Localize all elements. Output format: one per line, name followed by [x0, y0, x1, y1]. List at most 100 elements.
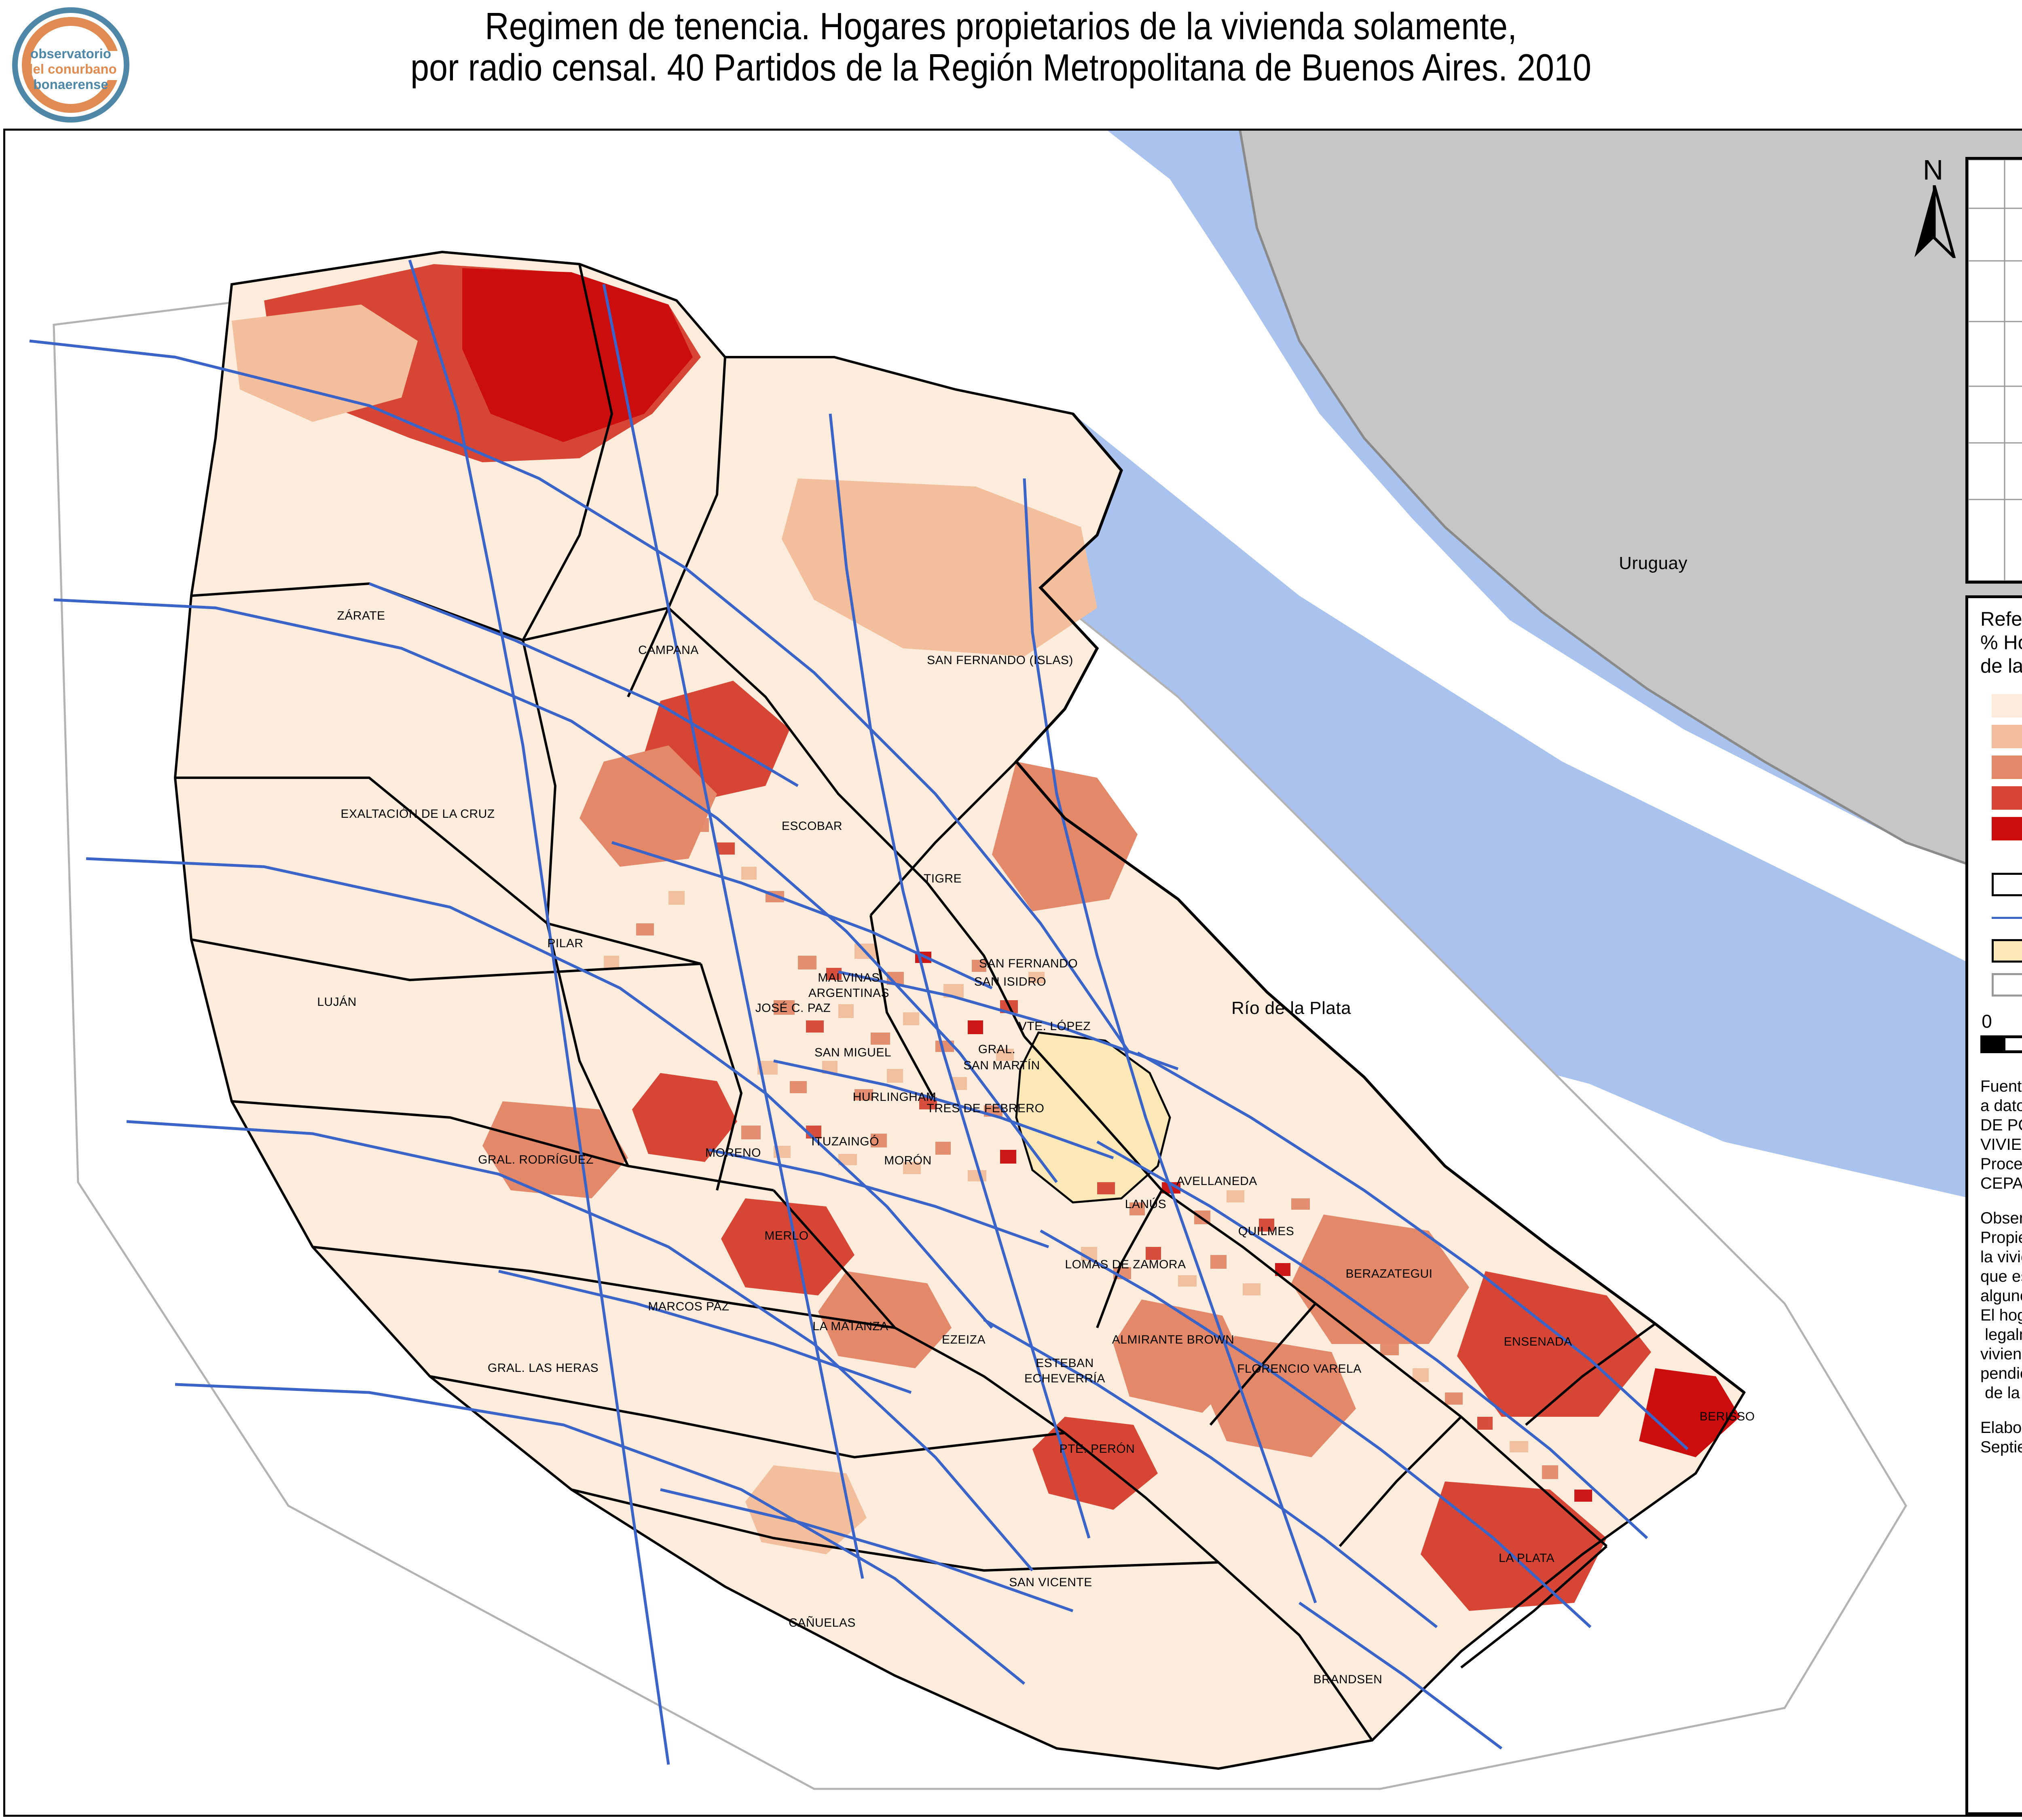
map-label-escobar: ESCOBAR: [781, 819, 843, 833]
ungs-line-2: de General Sarmiento: [1925, 44, 2022, 78]
map-label-ituzaingo: ITUZAINGÓ: [811, 1135, 879, 1148]
map-label-almirante-brown: ALMIRANTE BROWN: [1112, 1333, 1235, 1346]
zone-gralrodriguez-mid: [482, 1101, 628, 1198]
inset-geometry: [1968, 160, 2022, 581]
map-label-ezeiza: EZEIZA: [941, 1333, 986, 1346]
map-label-quilmes: QUILMES: [1238, 1225, 1294, 1238]
map-label-san-fernando-islas: SAN FERNANDO (ISLAS): [927, 654, 1073, 667]
page-header: observatorio del conurbano bonaerense Re…: [0, 0, 2022, 129]
legend-panel[interactable]: Referencias % Hogares propietarios de la…: [1965, 595, 2022, 1815]
choropleth-map[interactable]: [5, 131, 2022, 1815]
uruguay-landmass: [1239, 131, 2022, 885]
map-label-ensenada: ENSENADA: [1504, 1335, 1572, 1348]
ungs-line-3: Instituto del Conurbano: [1925, 78, 2022, 112]
map-label-vte-lopez: VTE. LÓPEZ: [1018, 1020, 1091, 1033]
author-note: Elaborado por: Walter Bustos Septiembre …: [1980, 1419, 2022, 1456]
map-label-zarate: ZÁRATE: [337, 609, 385, 622]
map-label-hurlingham: HURLINGHAM: [852, 1090, 937, 1104]
observatorio-logo: observatorio del conurbano bonaerense: [12, 7, 129, 123]
zone-lamatanza-band: [818, 1271, 952, 1368]
legend-subtitle-line-2: de la vivienda solamente: [1980, 655, 2022, 677]
map-label-san-miguel: SAN MIGUEL: [814, 1046, 892, 1059]
legend-box-partidos: [1992, 873, 2022, 897]
legend-swatch-0: [1992, 694, 2022, 718]
map-label-marcos-paz: MARCOS PAZ: [648, 1300, 730, 1313]
map-label-san-vicente: SAN VICENTE: [1009, 1576, 1092, 1589]
map-label-tres-de-febrero: TRES DE FEBRERO: [926, 1102, 1045, 1115]
north-arrow-label: N: [1923, 154, 1944, 186]
legend-box-resto-pba: [1992, 973, 2022, 997]
logo-line-1: observatorio: [30, 46, 111, 61]
legend-title: Referencias: [1980, 608, 2022, 630]
legend-subtitle-line-1: % Hogares propietarios: [1980, 631, 2022, 654]
title-line-2: por radio censal. 40 Partidos de la Regi…: [410, 46, 1592, 89]
ungs-logo: Universidad Nacional de General Sarmient…: [1882, 4, 2022, 125]
logo-line-2: del conurbano: [25, 61, 117, 76]
zone-pteperon-hot: [1032, 1417, 1158, 1510]
map-label-canuelas: CAÑUELAS: [789, 1616, 856, 1630]
map-label-gral: GRAL.: [978, 1043, 1016, 1056]
map-label-lomas-de-zamora: LOMAS DE ZAMORA: [1065, 1258, 1186, 1271]
legend-class-row[interactable]: 31 - 84: [1980, 817, 2022, 841]
map-label-avellaneda: AVELLANEDA: [1176, 1175, 1257, 1188]
legend-item-caba[interactable]: C.A.B.A: [1980, 939, 2022, 963]
map-label-lujan: LUJÁN: [317, 995, 357, 1009]
map-label-lanus: LANÚS: [1125, 1198, 1167, 1211]
zone-escobar-band: [580, 745, 717, 867]
map-label-merlo: MERLO: [764, 1229, 809, 1242]
legend-swatch-1: [1992, 725, 2022, 749]
zone-sf-islas: [782, 478, 1097, 656]
legend-class-row[interactable]: 16 - 30: [1980, 786, 2022, 810]
map-label-campana: CAMPANA: [638, 643, 699, 657]
scale-bar-graphic: [1980, 1035, 2022, 1054]
zone-campana-core: [462, 268, 693, 442]
map-label-san-fernando: SAN FERNANDO: [979, 957, 1078, 970]
zone-berisso-hot: [1639, 1368, 1740, 1457]
logo-notch: [96, 51, 121, 80]
legend-item-partidos[interactable]: 40 Partidos RMBA: [1980, 873, 2022, 897]
ungs-line-1: Universidad Nacional: [1925, 4, 2022, 44]
zone-tigre-delta: [992, 762, 1138, 911]
map-label-berazategui: BERAZATEGUI: [1345, 1267, 1433, 1280]
zone-ensenada: [1457, 1271, 1651, 1417]
legend-class-row[interactable]: 8 - 15: [1980, 756, 2022, 779]
map-label-rio-de-la-plata: Río de la Plata: [1231, 998, 1352, 1018]
map-label-moron: MORÓN: [884, 1154, 932, 1167]
zone-zarate-mid: [232, 305, 418, 422]
legend-class-row[interactable]: 4 - 7: [1980, 725, 2022, 749]
coastline: [1014, 413, 1745, 1394]
map-label-pte-peron: PTE. PERÓN: [1059, 1442, 1135, 1456]
locator-inset-map[interactable]: URUGUAY BUENOS AIRES: [1965, 157, 2022, 584]
map-label-la-matanza: LA MATANZA: [812, 1320, 888, 1333]
zone-moreno-hot: [632, 1073, 737, 1162]
map-label-uruguay: Uruguay: [1619, 553, 1688, 573]
map-label-berisso: BERISSO: [1699, 1410, 1755, 1423]
legend-item-vialidades[interactable]: Vialidades: [1980, 907, 2022, 929]
map-label-san-isidro: SAN ISIDRO: [974, 975, 1047, 988]
legend-swatch-3: [1992, 786, 2022, 810]
map-label-esteban: ESTEBAN: [1036, 1357, 1094, 1370]
map-label-san-martin: SAN MARTÍN: [963, 1059, 1040, 1072]
legend-class-row[interactable]: 0 - 3: [1980, 694, 2022, 718]
legend-swatch-4: [1992, 817, 2022, 841]
map-label-gral-rodriguez: GRAL. RODRÍGUEZ: [478, 1153, 594, 1166]
map-label-exaltacion-de-la-cruz: EXALTACIÓN DE LA CRUZ: [341, 807, 495, 821]
map-label-pilar: PILAR: [547, 937, 584, 950]
scale-tick-0: 0: [1982, 1011, 1992, 1032]
logo-text-block: observatorio del conurbano bonaerense: [12, 46, 129, 92]
map-scale-bar: 0 5 10 20 30 40 Km.: [1980, 1010, 2022, 1071]
map-label-la-plata: LA PLATA: [1499, 1551, 1555, 1565]
map-label-tigre: TIGRE: [923, 872, 962, 885]
scale-tick-labels: 0 5 10 20 30 40: [1980, 1010, 2022, 1035]
map-label-malvinas: MALVINAS: [818, 971, 880, 984]
title-line-1: Regimen de tenencia. Hogares propietario…: [484, 5, 1517, 47]
zone-berazategui-band: [1291, 1215, 1469, 1344]
map-frame[interactable]: Río de la Plata Uruguay ZÁRATE CAMPANA S…: [3, 129, 2022, 1817]
map-label-jose-c-paz: JOSÉ C. PAZ: [755, 1001, 831, 1015]
zone-almirante-brown: [1113, 1299, 1247, 1413]
logo-line-3: bonaerense: [33, 76, 108, 92]
map-label-florencio-varela: FLORENCIO VARELA: [1237, 1362, 1362, 1376]
map-label-argentinas: ARGENTINAS: [808, 986, 890, 1000]
legend-item-resto-pba[interactable]: Resto P.B.A: [1980, 973, 2022, 997]
zone-laplata-band: [1421, 1481, 1607, 1611]
